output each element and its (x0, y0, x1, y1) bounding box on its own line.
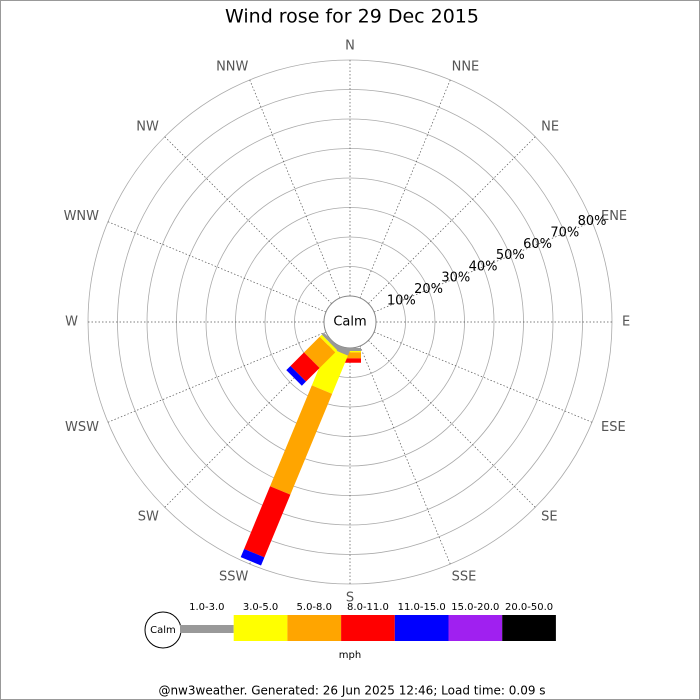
ring-label: 30% (441, 271, 470, 286)
wind-bar (304, 336, 336, 368)
wind-bar (319, 334, 338, 353)
wind-bar (311, 347, 348, 394)
ring-label: 20% (414, 282, 443, 297)
legend: Calm 1.0-3.0 3.0-5.0 5.0-8.0 8.0-11.0 11.0-15… (144, 602, 556, 649)
spoke (359, 345, 451, 565)
direction-label: ENE (601, 209, 627, 224)
legend-swatch (180, 625, 234, 633)
spoke (164, 136, 332, 304)
rose: N NNE NE ENE E ESE SE SSE S SSW SW WSW W WNW NW NNW Calm… (64, 39, 631, 606)
wind-bar (290, 352, 320, 382)
ring-label: 80% (578, 214, 607, 229)
spoke (368, 340, 536, 508)
direction-label: NNW (216, 60, 248, 75)
ring-label: 40% (469, 259, 498, 274)
chart-title: Wind rose for 29 Dec 2015 (225, 6, 479, 28)
direction-label: WSW (65, 420, 99, 435)
direction-label: S (346, 591, 354, 606)
legend-label: 20.0-50.0 (505, 602, 553, 613)
direction-label: NNE (452, 60, 480, 75)
direction-label: E (622, 315, 630, 330)
ring-label: 60% (523, 237, 552, 252)
spoke (373, 331, 593, 423)
wind-bar (244, 486, 291, 558)
unit-label: mph (339, 650, 361, 661)
legend-swatch (341, 615, 395, 641)
ring (146, 118, 554, 526)
wind-bar (286, 365, 307, 386)
wind-bar (321, 332, 340, 351)
legend-label: 5.0-8.0 (297, 602, 332, 613)
spoke (368, 136, 536, 304)
spoke (249, 79, 341, 299)
direction-label: SSE (452, 569, 477, 584)
direction-label: ESE (601, 420, 626, 435)
spoke (107, 221, 327, 313)
legend-swatch (394, 615, 449, 641)
direction-label: SSW (219, 569, 249, 584)
footer: @nw3weather. Generated: 26 Jun 2025 12:4… (158, 684, 545, 698)
direction-label: WNW (64, 209, 100, 224)
wind-bar (270, 385, 333, 495)
direction-label: SE (541, 510, 557, 525)
wind-bar (240, 548, 265, 566)
calm-label: Calm (333, 315, 366, 330)
legend-swatch (502, 615, 556, 641)
legend-swatch (233, 615, 288, 641)
legend-swatch (448, 615, 503, 641)
legend-label: 15.0-20.0 (451, 602, 499, 613)
legend-label: 1.0-3.0 (189, 602, 224, 613)
ring-label: 70% (550, 226, 579, 241)
legend-label: 3.0-5.0 (243, 602, 278, 613)
ring-label: 10% (387, 293, 416, 308)
spoke (373, 221, 593, 313)
legend-swatch (287, 615, 342, 641)
spoke (359, 79, 451, 299)
ring (205, 177, 495, 467)
legend-label: 11.0-15.0 (398, 602, 446, 613)
ring (264, 236, 436, 408)
spoke (107, 331, 327, 423)
direction-label: NW (136, 119, 159, 134)
ring-label: 50% (496, 248, 525, 263)
direction-label: N (345, 39, 355, 54)
legend-calm-label: Calm (150, 625, 176, 636)
direction-label: W (65, 315, 78, 330)
legend-label: 8.0-11.0 (347, 602, 389, 613)
direction-label: SW (138, 510, 159, 525)
direction-label: NE (541, 119, 559, 134)
